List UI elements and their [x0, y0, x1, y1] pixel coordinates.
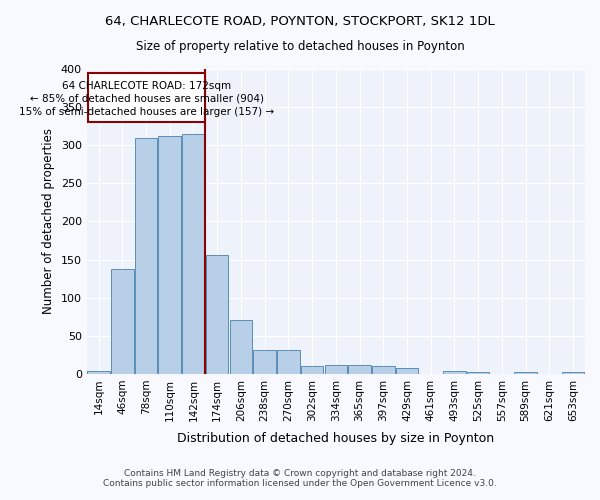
Bar: [467, 372, 490, 374]
Bar: [325, 365, 347, 374]
Bar: [206, 255, 229, 374]
Bar: [372, 366, 395, 374]
Text: 64 CHARLECOTE ROAD: 172sqm: 64 CHARLECOTE ROAD: 172sqm: [62, 81, 231, 91]
Bar: [396, 368, 418, 374]
Bar: [182, 134, 205, 374]
X-axis label: Distribution of detached houses by size in Poynton: Distribution of detached houses by size …: [177, 432, 494, 445]
Bar: [514, 372, 537, 374]
Bar: [135, 138, 157, 374]
Bar: [301, 366, 323, 374]
Bar: [443, 371, 466, 374]
Text: 15% of semi-detached houses are larger (157) →: 15% of semi-detached houses are larger (…: [19, 106, 274, 117]
Bar: [253, 350, 276, 374]
Text: 64, CHARLECOTE ROAD, POYNTON, STOCKPORT, SK12 1DL: 64, CHARLECOTE ROAD, POYNTON, STOCKPORT,…: [105, 15, 495, 28]
Bar: [111, 270, 134, 374]
Bar: [348, 365, 371, 374]
Y-axis label: Number of detached properties: Number of detached properties: [42, 128, 55, 314]
Text: Contains public sector information licensed under the Open Government Licence v3: Contains public sector information licen…: [103, 478, 497, 488]
Text: ← 85% of detached houses are smaller (904): ← 85% of detached houses are smaller (90…: [29, 94, 263, 104]
Bar: [562, 372, 584, 374]
FancyBboxPatch shape: [88, 73, 205, 122]
Text: Contains HM Land Registry data © Crown copyright and database right 2024.: Contains HM Land Registry data © Crown c…: [124, 468, 476, 477]
Bar: [158, 136, 181, 374]
Text: Size of property relative to detached houses in Poynton: Size of property relative to detached ho…: [136, 40, 464, 53]
Bar: [87, 371, 110, 374]
Bar: [277, 350, 299, 374]
Bar: [230, 320, 252, 374]
